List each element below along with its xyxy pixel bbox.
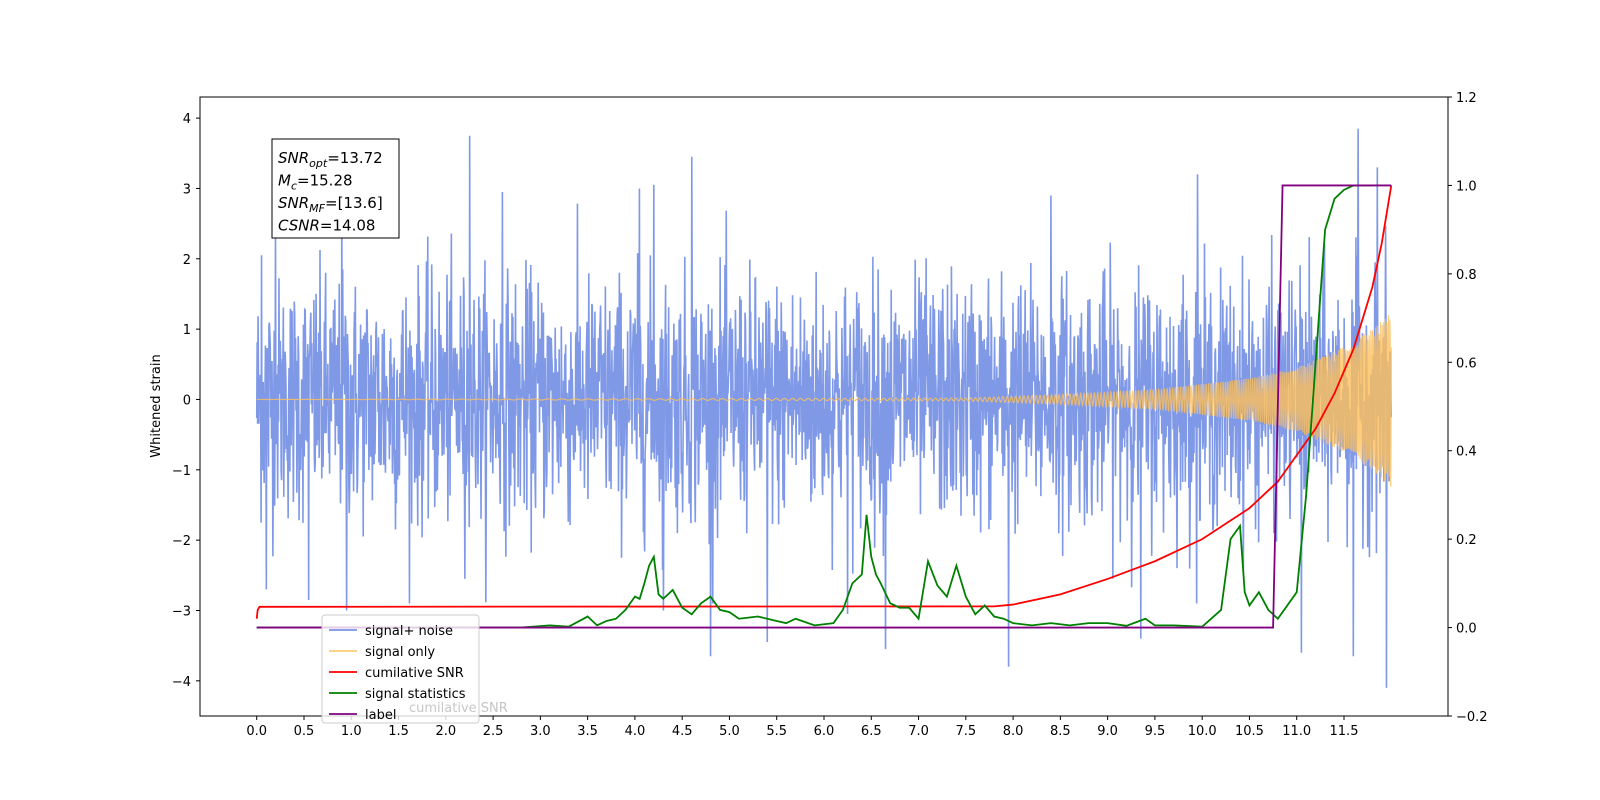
y-tick-label: −4 [172,675,191,690]
y2-tick-label: −0.2 [1456,710,1488,725]
annotation-frame [271,138,400,239]
x-tick-label: 0.0 [246,724,267,739]
stats-annotation-box: SNRopt=13.72Mc=15.28SNRMF=[13.6]CSNR=14.… [271,138,400,239]
annotation-line: Mc=15.28 [278,172,353,193]
x-tick-label: 11.0 [1282,724,1311,739]
series-line [256,184,1392,629]
y2-tick-label: 1.0 [1456,179,1477,194]
x-tick-label: 6.5 [861,724,882,739]
x-tick-label: 5.0 [719,724,740,739]
y2-tick-label: 1.2 [1456,91,1477,106]
annotation-symbol: M [278,172,291,190]
y-tick-label: −3 [172,604,191,619]
annotation-value: =13.72 [327,149,383,167]
x-tick-label: 5.5 [766,724,787,739]
x-tick-label: 6.0 [814,724,835,739]
series-layer [255,128,1393,688]
annotation-subscript: opt [309,157,328,170]
x-tick-label: 8.5 [1050,724,1071,739]
y-tick-label: 2 [183,253,191,268]
y2-tick-label: 0.4 [1456,445,1477,460]
x-tick-label: 4.0 [625,724,646,739]
x-tick-label: 2.0 [435,724,456,739]
annotation-value: =14.08 [320,217,376,235]
legend-overlap-text-faded: cumilative SNR [409,701,508,716]
legend: cumilative SNR cumilative SNR signal+ nois… [321,614,508,724]
legend-label: signal+ noise [365,624,453,639]
x-tick-label: 9.0 [1097,724,1118,739]
legend-frame [321,614,480,724]
series-line [255,185,1393,619]
x-tick-label: 3.5 [577,724,598,739]
y-axis-right: 1.2 1.0 0.8 0.6 0.4 0.2 0.0 −0.2 [1448,91,1488,725]
x-tick-label: 4.5 [672,724,693,739]
legend-label: label [365,708,396,723]
legend-label: signal only [365,645,435,660]
y2-tick-label: 0.6 [1456,356,1477,371]
legend-label: signal statistics [365,687,466,702]
annotation-subscript: MF [309,202,325,215]
y-tick-label: 1 [183,323,191,338]
series-line [255,128,1393,688]
x-tick-label: 0.5 [294,724,315,739]
x-tick-label: 11.5 [1330,724,1359,739]
x-tick-label: 2.5 [483,724,504,739]
series-line [256,315,1392,487]
annotation-symbol: SNR [278,194,309,212]
series-line [256,184,1373,629]
y-tick-label: −2 [172,534,191,549]
x-tick-label: 10.5 [1235,724,1264,739]
annotation-line: SNRMF=[13.6] [278,194,383,215]
annotation-symbol: CSNR [278,217,320,235]
x-tick-label: 7.5 [955,724,976,739]
annotation-value: =15.28 [297,172,353,190]
x-tick-label: 8.0 [1003,724,1024,739]
y-tick-label: 4 [183,112,191,127]
annotation-value: =[13.6] [325,194,383,212]
x-tick-label: 1.0 [341,724,362,739]
y-tick-label: −1 [172,464,191,479]
annotation-symbol: SNR [278,149,309,167]
y-axis-left: 4 3 2 1 0 −1 −2 −3 −4 [172,112,200,690]
x-tick-label: 7.0 [908,724,929,739]
x-tick-label: 10.0 [1188,724,1217,739]
x-tick-label: 3.0 [530,724,551,739]
annotation-line: SNRopt=13.72 [278,149,383,170]
annotation-subscript: c [291,180,297,193]
legend-label: cumilative SNR [365,666,464,681]
x-tick-label: 9.5 [1145,724,1166,739]
y2-tick-label: 0.2 [1456,533,1477,548]
x-tick-label: 1.5 [388,724,409,739]
y-tick-label: 3 [183,182,191,197]
y-tick-label: 0 [183,393,191,408]
y2-tick-label: 0.0 [1456,622,1477,637]
y2-tick-label: 0.8 [1456,268,1477,283]
annotation-line: CSNR=14.08 [278,217,375,235]
y-axis-label: Whitened strain [149,354,164,457]
x-axis: 0.0 0.5 1.0 1.5 2.0 2.5 3.0 3.5 4.0 4.5 5.0 5.5 6.0 6… [246,716,1358,739]
